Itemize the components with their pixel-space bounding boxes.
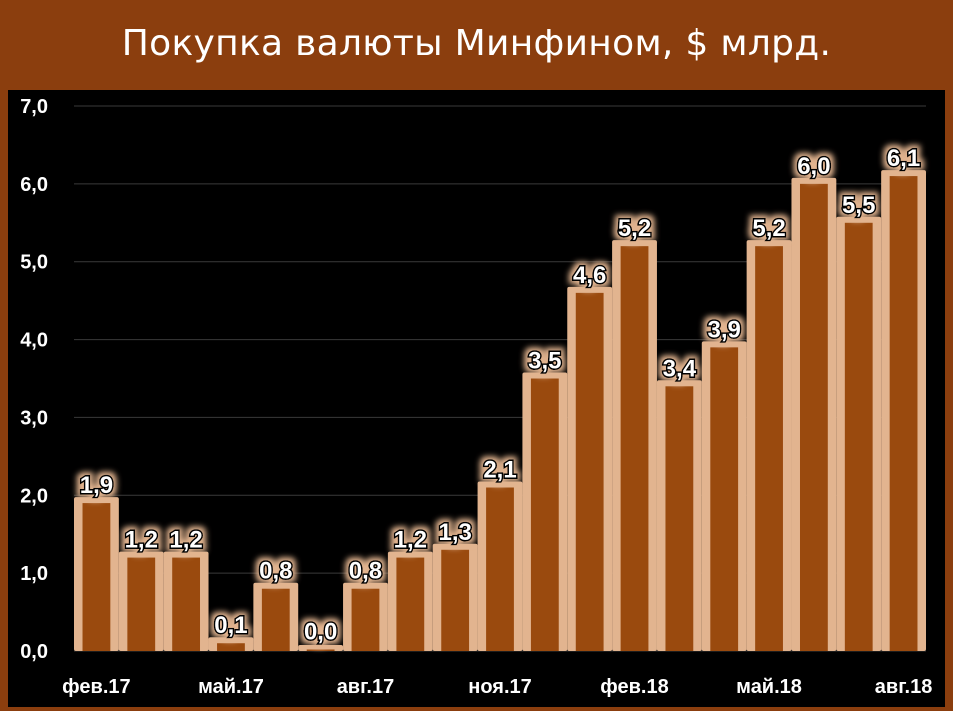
bar [755, 246, 783, 651]
data-label: 1,2 [125, 527, 158, 554]
y-tick-label: 6,0 [20, 174, 48, 196]
bar [441, 549, 470, 651]
data-label: 1,9 [80, 472, 113, 499]
data-label: 5,2 [752, 215, 785, 242]
bar [82, 503, 111, 651]
data-label: 0,8 [259, 558, 292, 585]
x-tick-label: ноя.17 [468, 676, 532, 698]
data-label: 6,1 [887, 145, 920, 172]
y-tick-label: 7,0 [20, 96, 48, 118]
data-label: 1,2 [394, 527, 427, 554]
x-tick-label: май.18 [736, 676, 802, 698]
data-label: 4,6 [573, 262, 606, 289]
chart-title: Покупка валюты Минфином, $ млрд. [121, 22, 832, 64]
x-tick-label: авг.17 [337, 676, 395, 698]
y-tick-label: 4,0 [20, 330, 48, 352]
bar [127, 557, 156, 651]
x-tick-label: авг.18 [875, 676, 933, 698]
y-tick-label: 3,0 [20, 407, 48, 429]
y-tick-label: 5,0 [20, 252, 48, 274]
bar [351, 588, 380, 651]
y-tick-label: 1,0 [20, 563, 48, 585]
data-label: 3,9 [708, 316, 741, 343]
data-label: 0,0 [304, 619, 337, 646]
title-band: Покупка валюты Минфином, $ млрд. [0, 0, 953, 90]
data-label: 3,4 [663, 355, 697, 382]
data-label: 2,1 [483, 457, 516, 484]
data-label: 6,0 [797, 153, 830, 180]
bar [530, 378, 559, 651]
bar [665, 386, 694, 651]
data-label: 5,2 [618, 215, 651, 242]
bar [261, 588, 290, 651]
x-tick-label: фев.18 [600, 676, 668, 698]
x-tick-label: май.17 [198, 676, 264, 698]
bar [844, 222, 873, 652]
data-label: 1,3 [438, 519, 471, 546]
bar [396, 557, 425, 651]
bar [217, 643, 245, 651]
bar [710, 347, 739, 651]
bar [575, 292, 604, 651]
bar [889, 176, 918, 652]
data-label: 5,5 [842, 192, 875, 219]
data-label: 1,2 [169, 527, 202, 554]
x-tick-label: фев.17 [62, 676, 130, 698]
data-label: 3,5 [528, 348, 561, 375]
data-label: 0,8 [349, 558, 382, 585]
bar [306, 649, 335, 651]
bar [799, 183, 828, 651]
y-tick-label: 2,0 [20, 485, 48, 507]
data-label: 0,1 [214, 612, 247, 639]
bar [172, 557, 201, 651]
bar [620, 246, 649, 651]
y-tick-label: 0,0 [20, 641, 48, 663]
bar [486, 487, 514, 651]
